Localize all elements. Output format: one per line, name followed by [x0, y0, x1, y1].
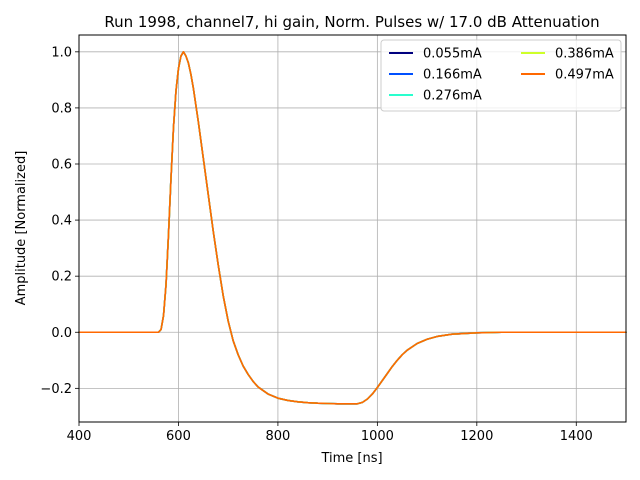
series-lines: [78, 51, 627, 405]
y-tick-label: −0.2: [40, 382, 72, 397]
y-tick-label: 0.6: [51, 158, 72, 173]
x-tick-label: 1000: [361, 429, 394, 444]
legend: 0.055mA 0.166mA 0.276mA 0.386mA 0.497mA: [380, 39, 622, 112]
x-axis-label: Time [ns]: [320, 451, 382, 466]
y-axis-ticks: −0.2 0.0 0.2 0.4 0.6 0.8 1.0: [40, 45, 79, 397]
legend-label: 0.386mA: [555, 47, 614, 62]
x-tick-label: 400: [67, 429, 92, 444]
y-tick-label: 1.0: [51, 45, 72, 60]
x-tick-label: 800: [265, 429, 290, 444]
y-tick-label: 0.0: [51, 326, 72, 341]
y-axis-label: Amplitude [Normalized]: [14, 151, 29, 306]
legend-label: 0.276mA: [423, 89, 482, 104]
x-tick-label: 600: [166, 429, 191, 444]
x-axis-ticks: 400 600 800 1000 1200 1400: [67, 422, 593, 444]
x-tick-label: 1200: [460, 429, 493, 444]
y-tick-label: 0.8: [51, 101, 72, 116]
chart-title: Run 1998, channel7, hi gain, Norm. Pulse…: [104, 13, 599, 31]
y-tick-label: 0.2: [51, 270, 72, 285]
series-line-0-497ma: [78, 51, 627, 405]
legend-label: 0.166mA: [423, 68, 482, 83]
x-tick-label: 1400: [560, 429, 593, 444]
legend-label: 0.497mA: [555, 68, 614, 83]
legend-box: [380, 39, 622, 112]
legend-label: 0.055mA: [423, 47, 482, 62]
plot-frame: [78, 34, 627, 423]
y-tick-label: 0.4: [51, 214, 72, 229]
